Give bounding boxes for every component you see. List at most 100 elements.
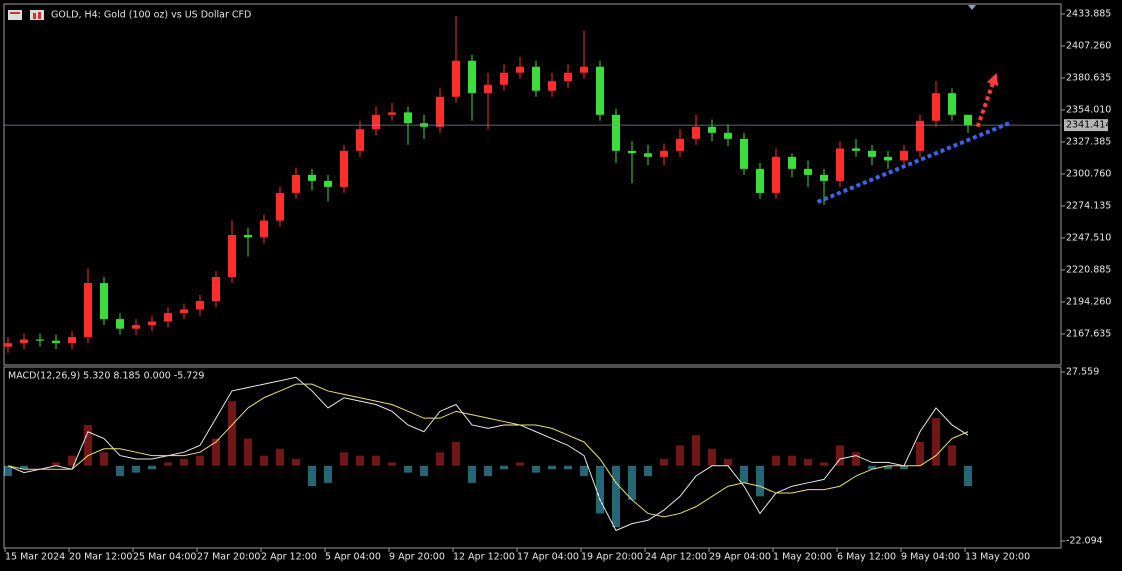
candle-body bbox=[644, 153, 652, 157]
indicator-title: MACD(12,26,9) 5.320 8.185 0.000 -5.729 bbox=[8, 371, 204, 382]
candle-body bbox=[436, 96, 444, 127]
x-tick-label: 25 Mar 04:00 bbox=[133, 552, 196, 563]
icon bbox=[10, 12, 20, 14]
x-tick-label: 12 Apr 12:00 bbox=[453, 552, 515, 563]
x-tick-label: 27 Mar 20:00 bbox=[197, 552, 260, 563]
candle-body bbox=[484, 84, 492, 94]
y-tick-label: 2407.260 bbox=[1066, 40, 1111, 51]
candle-body bbox=[356, 129, 364, 151]
candle-body bbox=[708, 126, 716, 133]
x-tick-label: 24 Apr 12:00 bbox=[645, 552, 707, 563]
candle-body bbox=[868, 150, 876, 157]
x-tick-label: 13 May 20:00 bbox=[965, 552, 1030, 563]
candle-body bbox=[676, 138, 684, 151]
candle-body bbox=[180, 309, 188, 314]
y-tick-label: -22.094 bbox=[1066, 536, 1103, 547]
candle-body bbox=[4, 343, 12, 347]
x-tick-label: 5 Apr 04:00 bbox=[325, 552, 381, 563]
candle-body bbox=[36, 339, 44, 341]
signal-line bbox=[7, 383, 969, 518]
candle-body bbox=[324, 180, 332, 187]
candle-body bbox=[612, 114, 620, 151]
x-tick-label: 6 May 12:00 bbox=[837, 552, 896, 563]
candle-body bbox=[100, 283, 108, 320]
candle-body bbox=[900, 150, 908, 161]
candle-body bbox=[404, 112, 412, 124]
chart-title: GOLD, H4: Gold (100 oz) vs US Dollar CFD bbox=[51, 10, 251, 21]
icon bbox=[8, 10, 22, 20]
candle-body bbox=[724, 132, 732, 139]
x-tick-label: 19 Apr 20:00 bbox=[581, 552, 643, 563]
candle-body bbox=[84, 283, 92, 338]
trendline bbox=[816, 120, 1013, 204]
x-tick-label: 9 Apr 20:00 bbox=[389, 552, 445, 563]
candle-body bbox=[148, 321, 156, 326]
y-tick-label: 2354.010 bbox=[1066, 104, 1111, 115]
candle-body bbox=[196, 301, 204, 310]
candle-body bbox=[772, 156, 780, 193]
candle-body bbox=[916, 120, 924, 151]
candle-body bbox=[788, 156, 796, 169]
current-price-box bbox=[1064, 119, 1108, 132]
x-tick-label: 15 Mar 2024 bbox=[5, 552, 65, 563]
candle-body bbox=[20, 339, 28, 344]
candle-body bbox=[212, 277, 220, 302]
candle-body bbox=[964, 114, 972, 126]
y-tick-label: 2380.635 bbox=[1066, 72, 1111, 83]
candle-body bbox=[692, 126, 700, 139]
y-tick-label: 2194.260 bbox=[1066, 296, 1111, 307]
candle-body bbox=[244, 234, 252, 238]
candle-body bbox=[756, 168, 764, 193]
candle-body bbox=[164, 313, 172, 322]
arrow-line bbox=[975, 76, 998, 128]
candle-body bbox=[836, 148, 844, 181]
candle-body bbox=[68, 337, 76, 344]
candle-body bbox=[116, 319, 124, 329]
icon bbox=[38, 12, 41, 19]
candle-body bbox=[388, 112, 396, 115]
icon bbox=[30, 10, 44, 20]
candle-body bbox=[580, 66, 588, 73]
candle-body bbox=[228, 234, 236, 278]
candle-body bbox=[340, 150, 348, 187]
x-tick-label: 20 Mar 12:00 bbox=[69, 552, 132, 563]
x-tick-label: 17 Apr 04:00 bbox=[517, 552, 579, 563]
macd-panel bbox=[3, 366, 1062, 549]
candle-body bbox=[932, 93, 940, 121]
candle-body bbox=[372, 114, 380, 130]
y-tick-label: 2274.135 bbox=[1066, 200, 1111, 211]
candle-body bbox=[516, 66, 524, 73]
arrow-head bbox=[986, 72, 999, 87]
candle-body bbox=[468, 60, 476, 94]
candle-body bbox=[260, 220, 268, 238]
current-price-label: 2341.414 bbox=[1066, 120, 1111, 131]
candle-body bbox=[660, 150, 668, 157]
x-tick-label: 1 May 20:00 bbox=[773, 552, 832, 563]
y-tick-label: 2300.760 bbox=[1066, 168, 1111, 179]
candle-body bbox=[596, 66, 604, 115]
candle-body bbox=[820, 174, 828, 181]
candle-body bbox=[628, 150, 636, 154]
x-tick-label: 29 Apr 04:00 bbox=[709, 552, 771, 563]
candle-body bbox=[308, 174, 316, 181]
candle-body bbox=[884, 156, 892, 161]
candle-body bbox=[292, 174, 300, 193]
candle-body bbox=[276, 192, 284, 221]
main-panel bbox=[3, 3, 1062, 366]
candle-body bbox=[452, 60, 460, 97]
candle-body bbox=[852, 148, 860, 151]
y-tick-label: 2433.885 bbox=[1066, 8, 1111, 19]
candle-body bbox=[500, 72, 508, 85]
symbol-icons bbox=[8, 10, 44, 20]
candle-body bbox=[532, 66, 540, 91]
icon bbox=[33, 13, 36, 19]
candle-body bbox=[548, 81, 556, 91]
x-tick-label: 2 Apr 12:00 bbox=[261, 552, 317, 563]
candle-body bbox=[948, 93, 956, 115]
y-tick-label: 2327.385 bbox=[1066, 136, 1111, 147]
y-tick-label: 2247.510 bbox=[1066, 232, 1111, 243]
candle-body bbox=[564, 72, 572, 82]
y-tick-label: 27.559 bbox=[1066, 367, 1099, 378]
